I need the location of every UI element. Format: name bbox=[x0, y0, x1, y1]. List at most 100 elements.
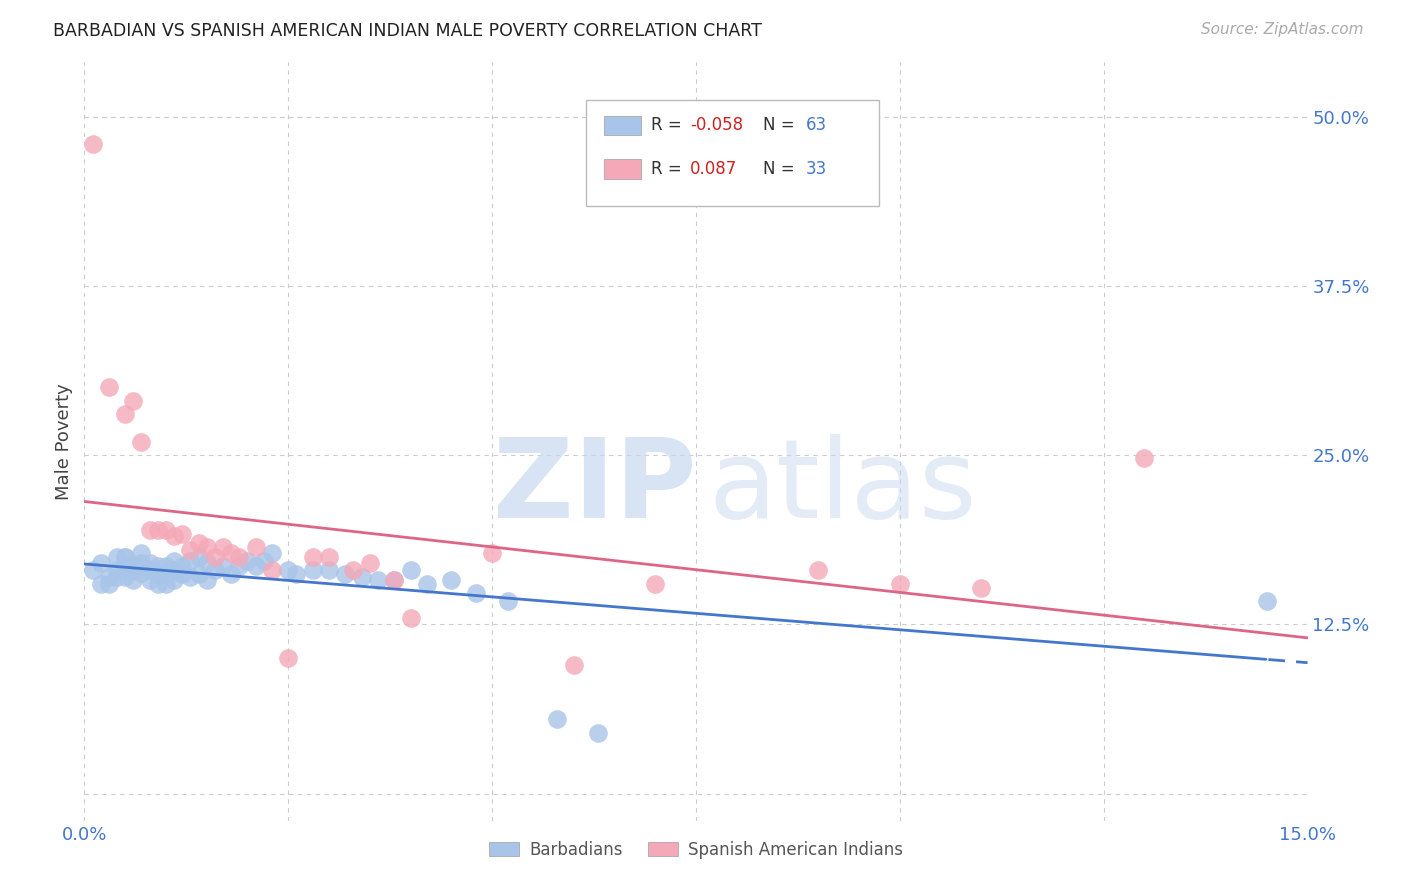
Point bbox=[114, 549, 136, 564]
Point bbox=[1133, 450, 1156, 465]
Point bbox=[546, 712, 568, 726]
Point bbox=[155, 523, 177, 537]
Point bbox=[889, 576, 911, 591]
Point bbox=[277, 563, 299, 577]
Point bbox=[350, 570, 373, 584]
Point bbox=[481, 545, 503, 559]
Text: R =: R = bbox=[651, 161, 686, 178]
Y-axis label: Male Poverty: Male Poverty bbox=[55, 384, 73, 500]
Point bbox=[155, 559, 177, 574]
Legend: Barbadians, Spanish American Indians: Barbadians, Spanish American Indians bbox=[482, 834, 910, 865]
Point bbox=[114, 549, 136, 564]
Text: Source: ZipAtlas.com: Source: ZipAtlas.com bbox=[1201, 22, 1364, 37]
Point bbox=[301, 549, 323, 564]
Point bbox=[318, 549, 340, 564]
Point bbox=[97, 380, 120, 394]
Point bbox=[195, 557, 218, 571]
Point bbox=[146, 567, 169, 582]
Text: ZIP: ZIP bbox=[492, 434, 696, 541]
Point bbox=[163, 529, 186, 543]
Point bbox=[82, 136, 104, 151]
Text: BARBADIAN VS SPANISH AMERICAN INDIAN MALE POVERTY CORRELATION CHART: BARBADIAN VS SPANISH AMERICAN INDIAN MAL… bbox=[53, 22, 762, 40]
Point bbox=[245, 540, 267, 554]
Point bbox=[562, 657, 585, 672]
Point bbox=[253, 554, 276, 568]
Point bbox=[301, 563, 323, 577]
Point bbox=[138, 523, 160, 537]
Point bbox=[399, 563, 422, 577]
Point bbox=[155, 576, 177, 591]
Point bbox=[146, 523, 169, 537]
Point bbox=[204, 549, 226, 564]
Point bbox=[228, 549, 250, 564]
Point bbox=[105, 549, 128, 564]
Point bbox=[138, 557, 160, 571]
Point bbox=[382, 573, 405, 587]
Text: 63: 63 bbox=[806, 116, 827, 135]
Text: R =: R = bbox=[651, 116, 686, 135]
Point bbox=[807, 563, 830, 577]
Point bbox=[163, 563, 186, 577]
Text: N =: N = bbox=[763, 116, 800, 135]
Point bbox=[82, 563, 104, 577]
Point bbox=[464, 586, 486, 600]
Point bbox=[163, 573, 186, 587]
Text: -0.058: -0.058 bbox=[690, 116, 742, 135]
Point bbox=[172, 526, 194, 541]
Point bbox=[382, 573, 405, 587]
Point bbox=[114, 559, 136, 574]
Point bbox=[114, 408, 136, 422]
Point bbox=[277, 651, 299, 665]
Point bbox=[138, 573, 160, 587]
Point bbox=[131, 434, 153, 449]
FancyBboxPatch shape bbox=[586, 101, 880, 207]
Point bbox=[131, 566, 153, 580]
FancyBboxPatch shape bbox=[605, 160, 641, 179]
Point bbox=[970, 581, 993, 595]
Text: 0.087: 0.087 bbox=[690, 161, 737, 178]
Point bbox=[187, 549, 209, 564]
Point bbox=[245, 559, 267, 574]
Point bbox=[131, 545, 153, 559]
Point bbox=[187, 536, 209, 550]
Point bbox=[146, 559, 169, 574]
Point bbox=[172, 567, 194, 582]
Point bbox=[219, 545, 242, 559]
Point bbox=[399, 610, 422, 624]
Point bbox=[212, 540, 235, 554]
Point bbox=[187, 567, 209, 582]
Point bbox=[1256, 594, 1278, 608]
Point bbox=[236, 554, 259, 568]
Point bbox=[155, 567, 177, 582]
Point bbox=[97, 570, 120, 584]
Point bbox=[498, 594, 520, 608]
Point bbox=[179, 570, 201, 584]
Point bbox=[97, 576, 120, 591]
Point bbox=[131, 559, 153, 574]
Point bbox=[179, 542, 201, 557]
Point bbox=[122, 573, 145, 587]
Point bbox=[260, 545, 283, 559]
Point bbox=[105, 563, 128, 577]
Point bbox=[318, 563, 340, 577]
Point bbox=[212, 559, 235, 574]
Point bbox=[285, 567, 308, 582]
Point bbox=[260, 563, 283, 577]
Point bbox=[122, 563, 145, 577]
Point bbox=[204, 563, 226, 577]
Point bbox=[163, 554, 186, 568]
Point bbox=[228, 559, 250, 574]
Point bbox=[105, 570, 128, 584]
Point bbox=[219, 567, 242, 582]
Point bbox=[195, 540, 218, 554]
Point bbox=[416, 576, 439, 591]
Point bbox=[90, 576, 112, 591]
Point bbox=[172, 559, 194, 574]
Point bbox=[122, 559, 145, 574]
Text: N =: N = bbox=[763, 161, 800, 178]
Text: 33: 33 bbox=[806, 161, 827, 178]
Point bbox=[335, 567, 357, 582]
Point bbox=[586, 725, 609, 739]
Point bbox=[367, 573, 389, 587]
Point bbox=[146, 576, 169, 591]
